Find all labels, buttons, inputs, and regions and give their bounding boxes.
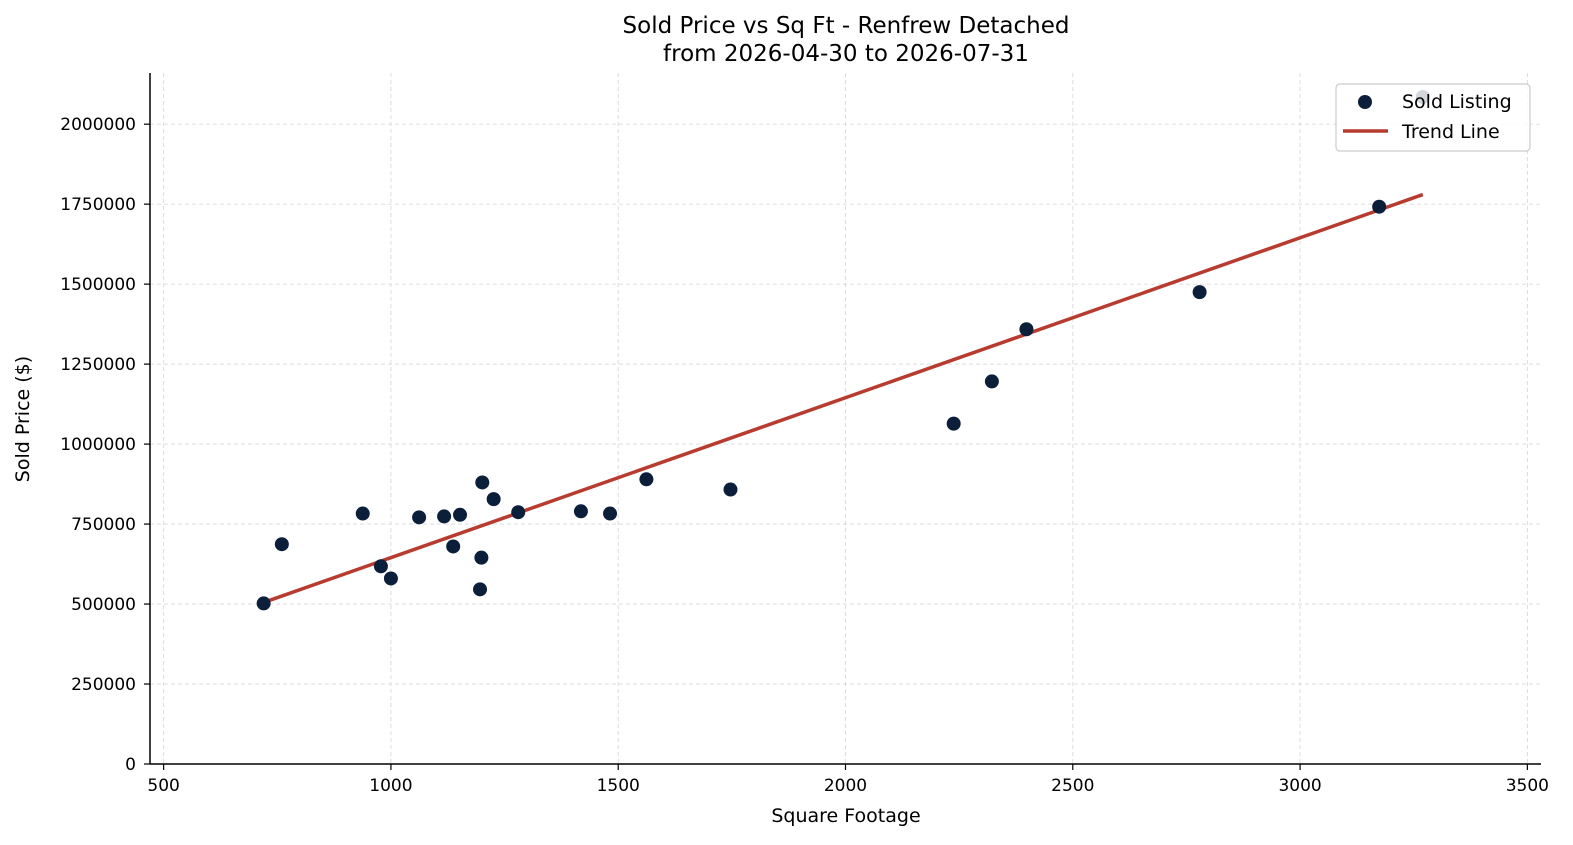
legend: Sold Listing Trend Line <box>1335 83 1531 152</box>
scatter-points <box>256 89 1430 611</box>
y-tick-label-6: 1500000 <box>60 275 136 295</box>
x-tick-label-1: 1000 <box>369 776 412 796</box>
sold-listing-point-0 <box>256 596 271 611</box>
y-tick-label-5: 1250000 <box>60 355 136 375</box>
tick-labels: 500 1000 1500 2000 2500 3000 3500 0 250000 500000… <box>60 115 1549 796</box>
x-tick-label-6: 3500 <box>1506 776 1549 796</box>
sold-listing-point-4 <box>383 571 398 586</box>
y-tick-label-0: 0 <box>125 755 136 775</box>
grid-lines <box>150 73 1541 765</box>
sold-listing-point-22 <box>1372 199 1387 214</box>
x-tick-label-5: 3000 <box>1278 776 1321 796</box>
y-tick-label-2: 500000 <box>71 595 136 615</box>
sold-listing-point-12 <box>486 492 501 507</box>
x-tick-label-3: 2000 <box>824 776 867 796</box>
sold-listing-point-8 <box>453 507 468 522</box>
x-axis-label: Square Footage <box>771 805 920 827</box>
x-tick-label-4: 2500 <box>1051 776 1094 796</box>
y-axis-label: Sold Price ($) <box>12 356 34 482</box>
legend-label-sold-listing: Sold Listing <box>1402 91 1512 113</box>
y-tick-label-8: 2000000 <box>60 115 136 135</box>
sold-listing-point-9 <box>473 582 488 597</box>
legend-marker-sold-listing <box>1358 95 1372 109</box>
axes <box>144 73 1541 770</box>
legend-box <box>1335 83 1531 152</box>
chart-title-line-2: from 2026-04-30 to 2026-07-31 <box>663 41 1029 67</box>
sold-listing-point-1 <box>274 537 289 552</box>
sold-listing-point-17 <box>723 482 738 497</box>
trend-line-layer <box>263 192 1424 605</box>
sold-listing-point-19 <box>984 374 999 389</box>
sold-listing-point-5 <box>412 510 427 525</box>
sold-listing-point-16 <box>639 472 654 487</box>
y-tick-label-1: 250000 <box>71 675 136 695</box>
sold-listing-point-7 <box>446 539 461 554</box>
sold-listing-point-15 <box>603 506 618 521</box>
sold-listing-point-11 <box>475 475 490 490</box>
sold-listing-point-3 <box>373 559 388 574</box>
y-tick-label-7: 1750000 <box>60 195 136 215</box>
sold-listing-point-21 <box>1192 285 1207 300</box>
trend-line <box>263 192 1424 605</box>
sold-listing-point-2 <box>355 506 370 521</box>
sold-listing-point-10 <box>474 550 489 565</box>
x-tick-label-0: 500 <box>147 776 179 796</box>
sold-listing-point-13 <box>511 505 526 520</box>
legend-label-trend-line: Trend Line <box>1401 121 1500 143</box>
sold-listing-point-6 <box>437 509 452 524</box>
sold-listing-point-14 <box>573 504 588 519</box>
x-tick-label-2: 1500 <box>597 776 640 796</box>
sold-listing-point-18 <box>946 416 961 431</box>
chart-title-line-1: Sold Price vs Sq Ft - Renfrew Detached <box>623 13 1070 39</box>
y-tick-label-4: 1000000 <box>60 435 136 455</box>
y-tick-label-3: 750000 <box>71 515 136 535</box>
sold-listing-point-20 <box>1019 322 1034 337</box>
